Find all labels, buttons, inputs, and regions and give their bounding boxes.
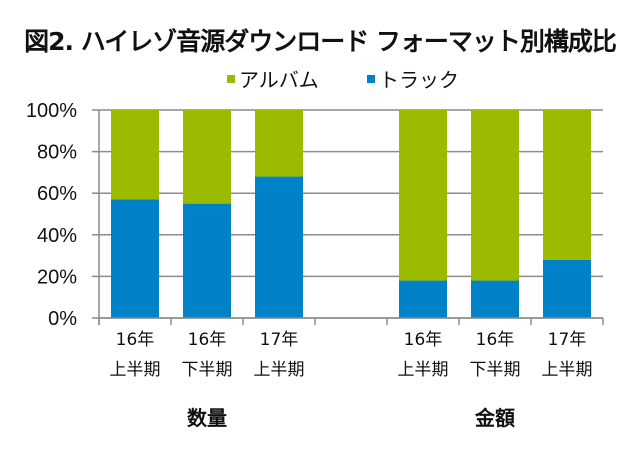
- x-category-label-half: 上半期: [542, 360, 593, 380]
- bar-track: [255, 176, 303, 318]
- legend-swatch-album: [227, 74, 235, 83]
- legend-item-album: アルバム: [227, 64, 319, 93]
- x-category-label-year: 17年: [548, 330, 587, 350]
- legend-item-track: トラック: [367, 64, 459, 93]
- bar-track: [471, 280, 519, 318]
- y-tick-label: 20%: [37, 266, 77, 288]
- group-label: 数量: [187, 406, 227, 430]
- bar-track: [183, 203, 231, 318]
- x-category-label-half: 上半期: [398, 360, 449, 380]
- x-category-label-half: 上半期: [110, 360, 161, 380]
- bar-album: [399, 110, 447, 281]
- x-category-label-year: 16年: [404, 330, 443, 350]
- y-tick-label: 80%: [37, 142, 77, 164]
- x-category-label-year: 16年: [188, 330, 227, 350]
- bar-album: [111, 110, 159, 200]
- bar-album: [471, 110, 519, 281]
- bar-album: [543, 110, 591, 260]
- legend: アルバム トラック: [0, 64, 640, 92]
- x-category-label-year: 17年: [260, 330, 299, 350]
- chart-title: 図2. ハイレゾ音源ダウンロード フォーマット別構成比: [24, 27, 617, 56]
- x-category-label-half: 上半期: [254, 360, 305, 380]
- x-category-label-half: 下半期: [470, 360, 521, 380]
- bar-track: [111, 199, 159, 318]
- x-category-label-year: 16年: [476, 330, 515, 350]
- y-tick-label: 0%: [48, 308, 77, 330]
- legend-label-album: アルバム: [239, 68, 319, 92]
- y-tick-label: 60%: [37, 183, 77, 205]
- bar-album: [255, 110, 303, 177]
- bar-track: [543, 259, 591, 318]
- bar-track: [399, 280, 447, 318]
- group-label: 金額: [474, 406, 515, 430]
- x-category-label-year: 16年: [116, 330, 155, 350]
- bar-album: [183, 110, 231, 204]
- y-tick-label: 40%: [37, 225, 77, 247]
- x-category-label-half: 下半期: [182, 360, 233, 380]
- legend-swatch-track: [367, 74, 375, 83]
- legend-label-track: トラック: [379, 68, 459, 92]
- y-tick-label: 100%: [26, 100, 77, 122]
